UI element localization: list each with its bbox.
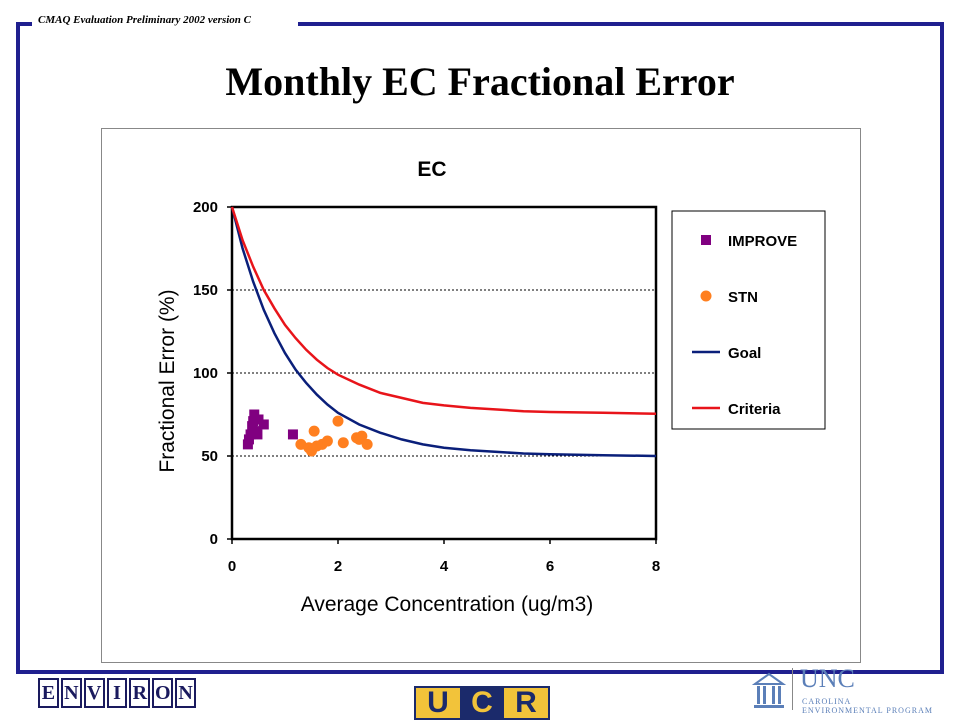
improve-point xyxy=(248,416,259,427)
x-tick-label: 4 xyxy=(440,558,449,575)
stn-point xyxy=(361,438,373,450)
stn-point xyxy=(356,430,368,442)
unc-subtitle-line1: CAROLINA xyxy=(802,697,852,706)
x-tick-label: 2 xyxy=(334,558,342,575)
improve-point xyxy=(287,429,298,440)
legend-label-criteria: Criteria xyxy=(728,401,781,418)
y-axis-title: Fractional Error (%) xyxy=(156,289,179,472)
stn-point xyxy=(321,435,333,447)
environ-letter: I xyxy=(106,678,128,708)
y-tick-label: 0 xyxy=(210,531,218,548)
chart-title: EC xyxy=(417,158,446,181)
stn-point xyxy=(332,415,344,427)
slide-title: Monthly EC Fractional Error xyxy=(225,59,735,104)
x-tick-label: 8 xyxy=(652,558,660,575)
unc-divider xyxy=(792,668,793,710)
frame-left-line xyxy=(16,22,20,674)
chart-panel: EC 0 50 100 150 200 0 2 4 6 8 Average Concentration… xyxy=(101,128,861,663)
legend-box xyxy=(671,210,826,430)
environ-letter: R xyxy=(129,678,151,708)
x-tick-label: 0 xyxy=(228,558,236,575)
unc-building-icon xyxy=(752,672,786,708)
ucr-letter: C xyxy=(460,686,504,719)
improve-point xyxy=(258,419,269,430)
x-axis-title: Average Concentration (ug/m3) xyxy=(301,593,594,616)
environ-letter: N xyxy=(175,678,197,708)
legend-marker-improve xyxy=(701,235,711,245)
environ-letter: E xyxy=(38,678,59,708)
frame-top-right-line xyxy=(298,22,944,26)
improve-point xyxy=(245,429,256,440)
frame-top-left-line xyxy=(16,22,32,26)
unc-name: UNC xyxy=(800,664,855,693)
unc-subtitle-line2: ENVIRONMENTAL PROGRAM xyxy=(802,706,933,715)
y-tick-label: 100 xyxy=(193,365,218,382)
environ-letter: V xyxy=(83,678,105,708)
criteria-line xyxy=(230,206,657,415)
legend-label-stn: STN xyxy=(728,289,758,306)
improve-point xyxy=(252,429,263,440)
improve-point xyxy=(253,414,264,425)
legend-label-goal: Goal xyxy=(728,345,761,362)
environ-letter: N xyxy=(60,678,82,708)
frame-right-line xyxy=(940,22,944,674)
frame-bottom-line xyxy=(16,670,944,674)
chart-svg: EC 0 50 100 150 200 0 2 4 6 8 Average Concentration… xyxy=(156,158,826,616)
unc-logo: UNC CAROLINA ENVIRONMENTAL PROGRAM xyxy=(752,664,952,715)
legend-label-improve: IMPROVE xyxy=(728,233,797,250)
ucr-letter: R xyxy=(515,686,537,719)
x-tick-label: 6 xyxy=(546,558,554,575)
y-tick-label: 150 xyxy=(193,282,218,299)
header-text: CMAQ Evaluation Preliminary 2002 version… xyxy=(38,14,251,26)
stn-point xyxy=(337,437,349,449)
y-tick-label: 200 xyxy=(193,199,218,216)
stn-point xyxy=(308,425,320,437)
environ-letter: O xyxy=(152,678,174,708)
legend-marker-stn xyxy=(700,290,712,302)
ucr-letter: U xyxy=(427,686,449,719)
y-tick-label: 50 xyxy=(201,448,218,465)
goal-line xyxy=(230,206,657,458)
